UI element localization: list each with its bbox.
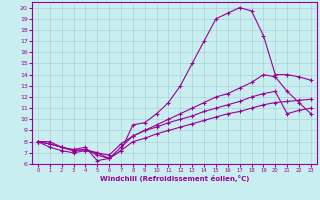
X-axis label: Windchill (Refroidissement éolien,°C): Windchill (Refroidissement éolien,°C) [100, 175, 249, 182]
